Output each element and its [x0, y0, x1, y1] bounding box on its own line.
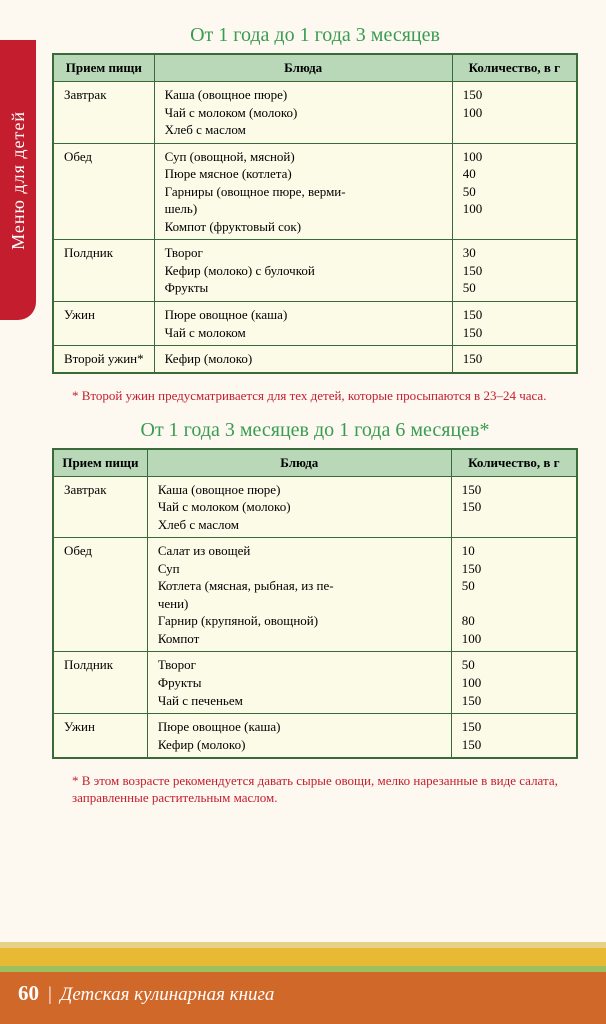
cell-meal: Полдник — [53, 240, 154, 302]
cell-dishes: Суп (овощной, мясной)Пюре мясное (котлет… — [154, 143, 452, 240]
cell-dishes: ТворогФруктыЧай с печеньем — [147, 652, 451, 714]
table-row: ЗавтракКаша (овощное пюре)Чай с молоком … — [53, 82, 577, 144]
section2-footnote: * В этом возрасте рекомендуется давать с… — [72, 773, 578, 807]
side-tab-label: Меню для детей — [8, 111, 29, 250]
section1-title: От 1 года до 1 года 3 месяцев — [52, 24, 578, 47]
cell-qty: 150150 — [452, 302, 577, 346]
cell-meal: Ужин — [53, 714, 147, 759]
cell-qty: 101505080100 — [451, 538, 577, 652]
footer-divider: | — [47, 984, 52, 1006]
table-row: Второй ужин*Кефир (молоко)150 — [53, 346, 577, 373]
table-header-row: Прием пищи Блюда Количество, в г — [53, 449, 577, 477]
cell-qty: 150 — [452, 346, 577, 373]
page-footer: 60 | Детская кулинарная книга — [0, 966, 606, 1024]
book-title: Детская кулинарная книга — [60, 984, 274, 1006]
menu-table-1: Прием пищи Блюда Количество, в г Завтрак… — [52, 53, 578, 374]
cell-qty: 1004050100 — [452, 143, 577, 240]
section1-footnote: * Второй ужин предусматривается для тех … — [72, 388, 578, 405]
cell-dishes: Каша (овощное пюре)Чай с молоком (молоко… — [154, 82, 452, 144]
section2-title: От 1 года 3 месяцев до 1 года 6 месяцев* — [52, 419, 578, 442]
cell-meal: Ужин — [53, 302, 154, 346]
cell-qty: 50100150 — [451, 652, 577, 714]
table-row: ПолдникТворогКефир (молоко) с булочкойФр… — [53, 240, 577, 302]
col-dishes: Блюда — [147, 449, 451, 477]
cell-meal: Обед — [53, 143, 154, 240]
cell-meal: Завтрак — [53, 82, 154, 144]
menu-table-2: Прием пищи Блюда Количество, в г Завтрак… — [52, 448, 578, 760]
footer-inner: 60 | Детская кулинарная книга — [18, 981, 274, 1006]
table-row: ЗавтракКаша (овощное пюре)Чай с молоком … — [53, 476, 577, 538]
cell-qty: 3015050 — [452, 240, 577, 302]
cell-dishes: ТворогКефир (молоко) с булочкойФрукты — [154, 240, 452, 302]
col-dishes: Блюда — [154, 54, 452, 82]
table-header-row: Прием пищи Блюда Количество, в г — [53, 54, 577, 82]
cell-qty: 150150 — [451, 476, 577, 538]
gold-strip — [0, 948, 606, 966]
cell-dishes: Пюре овощное (каша)Чай с молоком — [154, 302, 452, 346]
cell-meal: Обед — [53, 538, 147, 652]
table-row: ОбедСуп (овощной, мясной)Пюре мясное (ко… — [53, 143, 577, 240]
page-content: От 1 года до 1 года 3 месяцев Прием пищи… — [52, 24, 578, 807]
side-tab: Меню для детей — [0, 40, 36, 320]
cell-dishes: Кефир (молоко) — [154, 346, 452, 373]
col-qty: Количество, в г — [452, 54, 577, 82]
cell-qty: 150150 — [451, 714, 577, 759]
col-qty: Количество, в г — [451, 449, 577, 477]
col-meal: Прием пищи — [53, 449, 147, 477]
book-page: Меню для детей От 1 года до 1 года 3 мес… — [0, 0, 606, 1024]
cell-qty: 150100 — [452, 82, 577, 144]
table-row: ОбедСалат из овощейСупКотлета (мясная, р… — [53, 538, 577, 652]
table-row: ПолдникТворогФруктыЧай с печеньем5010015… — [53, 652, 577, 714]
col-meal: Прием пищи — [53, 54, 154, 82]
cell-meal: Завтрак — [53, 476, 147, 538]
page-number: 60 — [18, 981, 39, 1006]
cell-dishes: Пюре овощное (каша)Кефир (молоко) — [147, 714, 451, 759]
cell-dishes: Салат из овощейСупКотлета (мясная, рыбна… — [147, 538, 451, 652]
table-row: УжинПюре овощное (каша)Чай с молоком1501… — [53, 302, 577, 346]
cell-meal: Второй ужин* — [53, 346, 154, 373]
cell-dishes: Каша (овощное пюре)Чай с молоком (молоко… — [147, 476, 451, 538]
table-row: УжинПюре овощное (каша)Кефир (молоко)150… — [53, 714, 577, 759]
cell-meal: Полдник — [53, 652, 147, 714]
